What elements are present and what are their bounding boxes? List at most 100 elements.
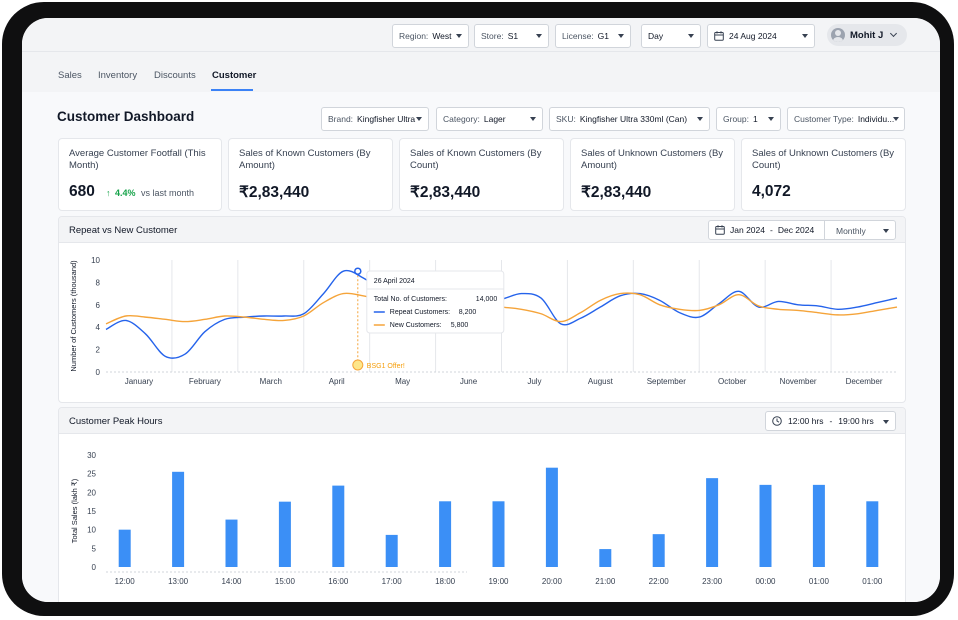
kpi-label: Sales of Unknown Customers (By Count) xyxy=(752,148,895,171)
offer-badge-icon xyxy=(352,359,364,371)
caret-down-icon xyxy=(802,34,808,38)
bar xyxy=(172,471,185,567)
y-tick-label: 10 xyxy=(87,526,96,535)
tooltip-repeat-value: 8,200 xyxy=(459,309,477,316)
category-value: Lager xyxy=(483,114,506,124)
kpi-card: Sales of Unknown Customers (By Amount) ₹… xyxy=(570,138,735,211)
license-select[interactable]: License: G1 xyxy=(555,24,631,48)
brand-select[interactable]: Brand: Kingfisher Ultra xyxy=(321,107,429,131)
bar xyxy=(118,529,131,567)
app-screen: Region: West Store: S1 License: G1 Day xyxy=(22,18,940,602)
license-value: G1 xyxy=(597,31,610,41)
date-value: 24 Aug 2024 xyxy=(729,31,777,41)
calendar-icon xyxy=(714,31,724,41)
user-menu[interactable]: Mohit J xyxy=(827,24,907,46)
x-tick-label: 01:00 xyxy=(862,577,883,586)
kpi-label: Sales of Known Customers (By Amount) xyxy=(239,148,371,171)
panel-title: Customer Peak Hours xyxy=(69,416,163,427)
y-tick-label: 30 xyxy=(87,451,96,460)
page-title: Customer Dashboard xyxy=(57,109,195,124)
customer-peak-hours-panel: Customer Peak Hours 12:00 hrs - 19:00 hr… xyxy=(58,407,906,602)
top-bar: Region: West Store: S1 License: G1 Day xyxy=(22,18,940,52)
store-select[interactable]: Store: S1 xyxy=(474,24,549,48)
date-picker[interactable]: 24 Aug 2024 xyxy=(707,24,815,48)
tab-discounts[interactable]: Discounts xyxy=(154,70,196,81)
panel-title: Repeat vs New Customer xyxy=(69,225,178,236)
annotation-label: BSG1 Offer! xyxy=(367,363,405,370)
repeat-vs-new-panel: Repeat vs New Customer Jan 2024 - Dec 20… xyxy=(58,216,906,403)
y-tick-label: 10 xyxy=(91,256,100,265)
chevron-down-icon xyxy=(890,29,898,38)
x-tick-label: 18:00 xyxy=(435,577,456,586)
region-select[interactable]: Region: West xyxy=(392,24,469,48)
y-tick-label: 20 xyxy=(87,488,96,497)
panel-header: Customer Peak Hours 12:00 hrs - 19:00 hr… xyxy=(59,408,905,434)
bar xyxy=(332,485,345,567)
group-label: Group: xyxy=(723,114,749,124)
trend-up-icon: ↑ xyxy=(106,188,111,198)
date-from: Jan 2024 xyxy=(730,225,765,235)
time-to: 19:00 hrs xyxy=(838,416,874,426)
bar xyxy=(759,484,772,567)
period-value: Day xyxy=(648,31,664,41)
bar xyxy=(492,501,505,567)
bar xyxy=(812,484,825,567)
tab-inventory[interactable]: Inventory xyxy=(98,70,138,81)
bar xyxy=(278,501,291,567)
kpi-card: Sales of Unknown Customers (By Count) 4,… xyxy=(741,138,906,211)
tooltip-total-value: 14,000 xyxy=(476,296,498,303)
y-tick-label: 2 xyxy=(96,346,101,355)
x-tick-label: 22:00 xyxy=(649,577,670,586)
y-tick-label: 4 xyxy=(96,323,101,332)
clock-icon xyxy=(772,416,782,426)
sku-select[interactable]: SKU: Kingfisher Ultra 330ml (Can) xyxy=(549,107,710,131)
time-separator: - xyxy=(829,416,833,426)
peak-hours-chart: 0 5 10 15 20 25 30 Total Sales (lakh ₹) 12:00 13:… xyxy=(70,451,883,586)
x-tick-label: April xyxy=(329,377,345,386)
kpi-label: Sales of Known Customers (By Count) xyxy=(410,148,542,171)
avatar xyxy=(831,28,845,42)
x-tick-label: August xyxy=(588,377,614,386)
category-select[interactable]: Category: Lager xyxy=(436,107,543,131)
bar xyxy=(652,534,665,567)
x-tick-label: 13:00 xyxy=(168,577,189,586)
bar xyxy=(385,534,398,567)
date-range-picker[interactable]: Jan 2024 - Dec 2024 Monthly xyxy=(708,220,896,240)
period-select[interactable]: Day xyxy=(641,24,701,48)
brand-label: Brand: xyxy=(328,114,354,124)
x-tick-label: 01:00 xyxy=(809,577,830,586)
x-tick-label: January xyxy=(125,377,153,386)
time-range-picker[interactable]: 12:00 hrs - 19:00 hrs xyxy=(765,411,896,431)
bar xyxy=(225,519,238,567)
region-value: West xyxy=(432,31,452,41)
granularity-value[interactable]: Monthly xyxy=(836,226,866,236)
x-tick-label: 12:00 xyxy=(115,577,136,586)
time-from: 12:00 hrs xyxy=(788,416,824,426)
tooltip-total-label: Total No. of Customers: xyxy=(374,296,447,303)
tab-sales[interactable]: Sales xyxy=(58,70,82,81)
sku-label: SKU: xyxy=(556,114,576,124)
active-tab-indicator xyxy=(211,89,253,91)
x-tick-label: February xyxy=(189,377,221,386)
kpi-value: 680 xyxy=(69,183,95,200)
tab-customer[interactable]: Customer xyxy=(212,70,257,81)
kpi-label: Sales of Unknown Customers (By Amount) xyxy=(581,148,724,171)
y-tick-label: 0 xyxy=(92,563,97,572)
x-tick-label: 00:00 xyxy=(755,577,776,586)
kpi-card: Average Customer Footfall (This Month) 6… xyxy=(58,138,222,211)
x-tick-label: 16:00 xyxy=(328,577,349,586)
y-tick-label: 8 xyxy=(96,278,101,287)
tooltip-repeat-label: Repeat Customers: xyxy=(390,309,450,316)
customer-type-label: Customer Type: xyxy=(794,114,854,124)
caret-down-icon xyxy=(688,34,694,38)
store-label: Store: xyxy=(481,31,504,41)
repeat-vs-new-chart: 0 2 4 6 8 10 Number of Customers (thousand) Jan… xyxy=(69,256,898,386)
x-tick-label: March xyxy=(260,377,282,386)
customer-type-select[interactable]: Customer Type: Individu... xyxy=(787,107,905,131)
group-select[interactable]: Group: 1 xyxy=(716,107,781,131)
x-tick-label: July xyxy=(527,377,541,386)
x-tick-label: December xyxy=(846,377,883,386)
tooltip xyxy=(366,270,505,334)
x-tick-label: 20:00 xyxy=(542,577,563,586)
caret-down-icon xyxy=(618,34,624,38)
